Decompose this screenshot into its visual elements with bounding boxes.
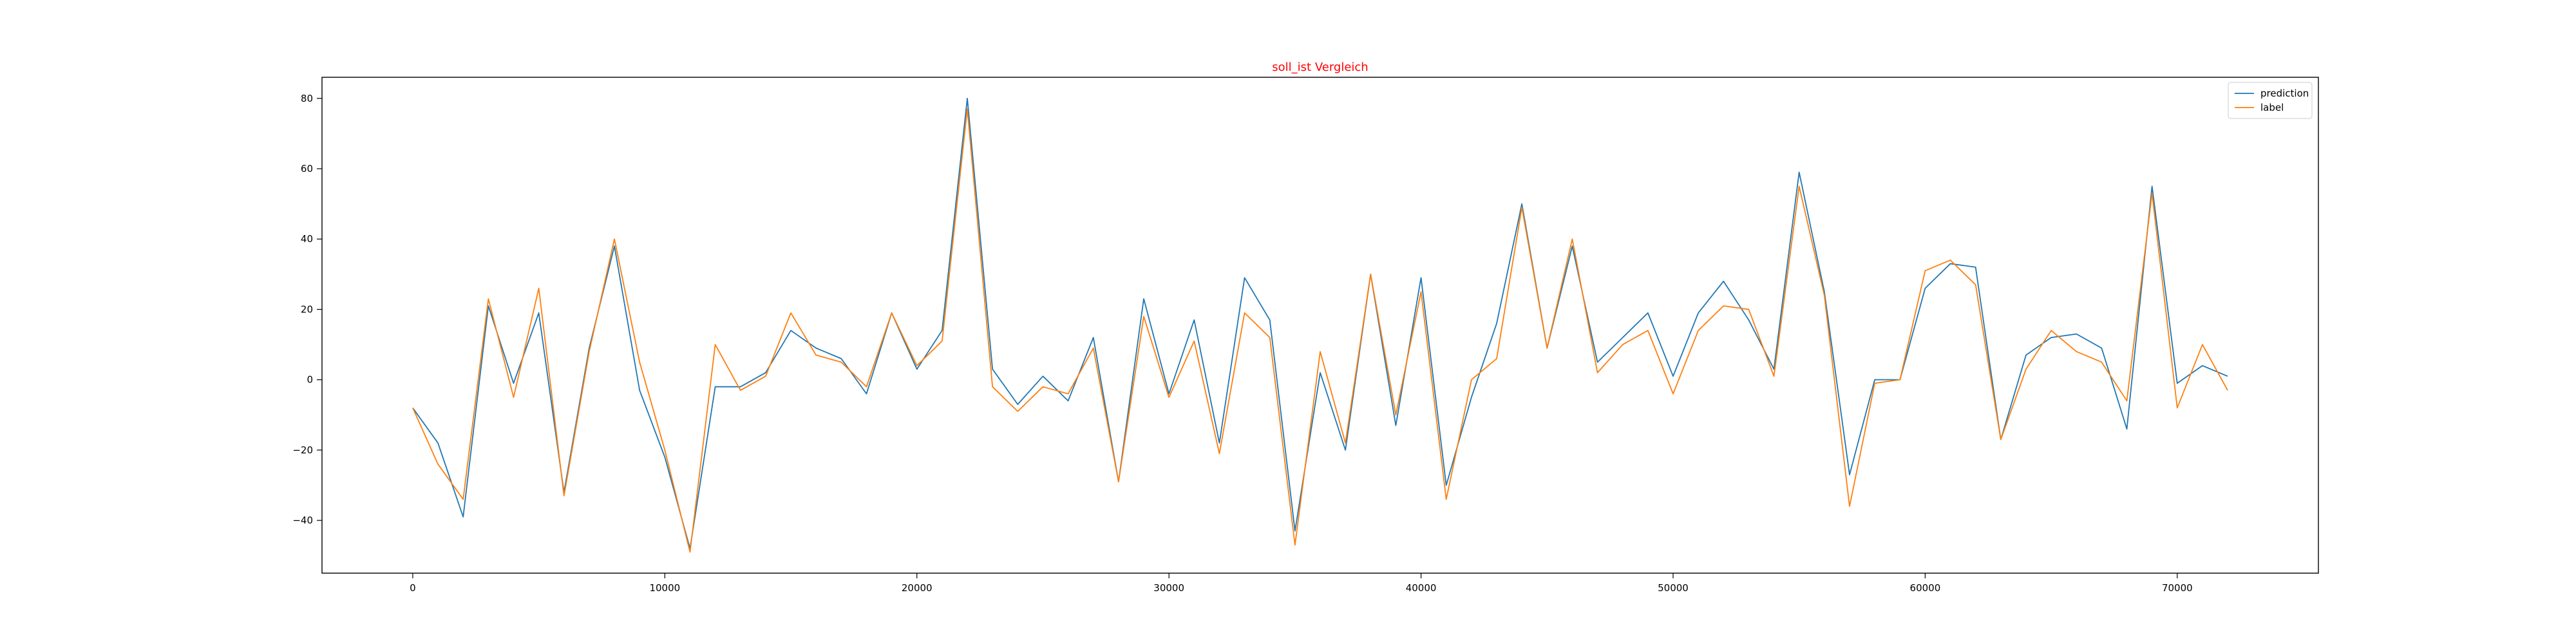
series-line-label <box>412 108 2228 553</box>
y-tick-label: −40 <box>292 515 313 526</box>
axes: 0 10000 20000 30000 40000 50000 60000 70000 −40 −… <box>292 77 2319 594</box>
x-tick-label: 50000 <box>1658 582 1689 594</box>
y-tick-label: 0 <box>307 374 313 386</box>
y-tick-label: 40 <box>301 233 313 245</box>
y-tick-label: 20 <box>301 303 313 315</box>
x-tick-label: 10000 <box>649 582 680 594</box>
x-tick-label: 20000 <box>902 582 933 594</box>
legend: prediction label <box>2228 82 2313 119</box>
x-tick-label: 0 <box>410 582 416 594</box>
y-tick-label: 80 <box>301 93 313 104</box>
x-tick-label: 70000 <box>2162 582 2193 594</box>
x-tick-label: 30000 <box>1153 582 1184 594</box>
y-tick-label: −20 <box>292 444 313 456</box>
series-line-prediction <box>412 97 2228 549</box>
y-tick-label: 60 <box>301 163 313 175</box>
x-tick-label: 60000 <box>1910 582 1941 594</box>
chart-title: soll_ist Vergleich <box>1272 61 1368 74</box>
plot-frame <box>321 77 2319 574</box>
legend-label-prediction: prediction <box>2260 88 2309 99</box>
plot-area <box>412 97 2228 553</box>
x-tick-label: 40000 <box>1406 582 1437 594</box>
legend-box <box>2228 82 2313 119</box>
legend-label-label: label <box>2260 102 2284 113</box>
